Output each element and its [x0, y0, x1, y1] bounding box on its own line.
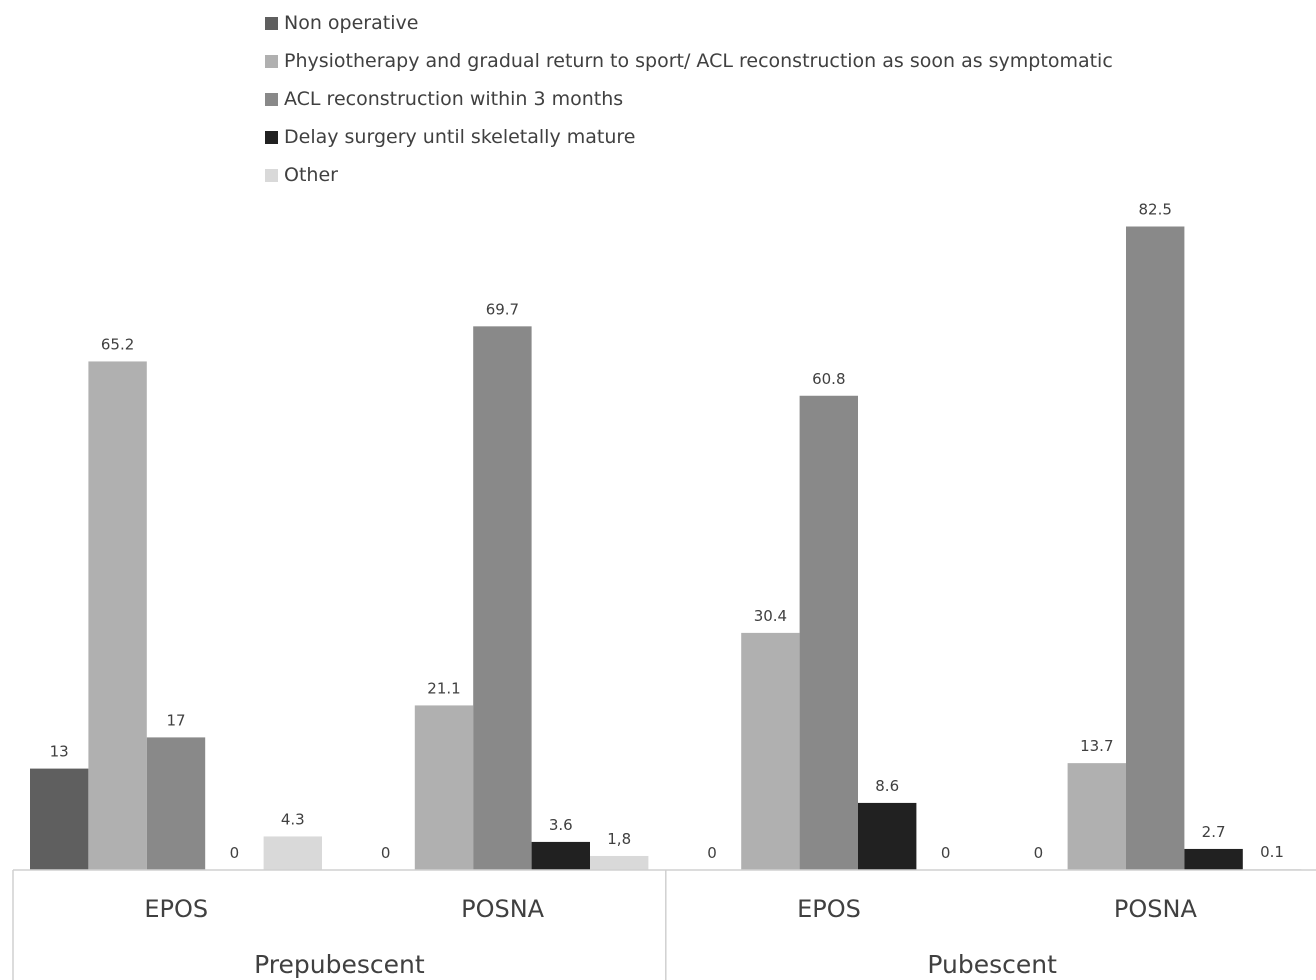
legend-swatch — [265, 92, 278, 106]
data-label: 0.1 — [1260, 843, 1284, 861]
legend-label: ACL reconstruction within 3 months — [284, 88, 624, 110]
data-label: 65.2 — [101, 335, 134, 353]
data-label: 1,8 — [607, 830, 631, 848]
data-label: 60.8 — [812, 370, 845, 388]
bar — [590, 855, 649, 870]
bar — [1126, 226, 1185, 870]
x-tick-label: POSNA — [1114, 895, 1198, 923]
bar — [146, 737, 206, 870]
data-label: 8.6 — [875, 777, 899, 795]
data-label: 4.3 — [281, 810, 305, 828]
data-label: 0 — [707, 844, 717, 862]
bar — [263, 836, 322, 870]
data-label: 0 — [230, 844, 240, 862]
legend-label: Delay surgery until skeletally mature — [284, 126, 636, 148]
data-label: 2.7 — [1202, 823, 1226, 841]
data-label: 21.1 — [427, 679, 460, 697]
data-label: 13 — [50, 743, 69, 761]
legend-swatch — [265, 16, 278, 30]
legend-label: Non operative — [284, 12, 419, 34]
legend-swatch — [265, 168, 278, 182]
bar — [88, 361, 147, 870]
x-tick-label: EPOS — [797, 895, 861, 923]
legend-item-delay-surgery: Delay surgery until skeletally mature — [265, 118, 1113, 156]
chart-legend: Non operative Physiotherapy and gradual … — [265, 4, 1113, 194]
bar — [1184, 848, 1243, 870]
bar — [414, 705, 474, 870]
data-label: 69.7 — [486, 300, 519, 318]
data-label: 30.4 — [754, 607, 787, 625]
legend-item-physiotherapy: Physiotherapy and gradual return to spor… — [265, 42, 1113, 80]
legend-item-acl-reconstruction: ACL reconstruction within 3 months — [265, 80, 1113, 118]
legend-swatch — [265, 130, 278, 144]
bar — [473, 326, 532, 871]
data-label: 3.6 — [549, 816, 573, 834]
data-label: 82.5 — [1138, 201, 1171, 219]
legend-swatch — [265, 54, 278, 68]
data-label: 0 — [381, 844, 391, 862]
x-tick-label: POSNA — [461, 895, 545, 923]
data-label: 0 — [1034, 844, 1044, 862]
bar — [858, 802, 917, 870]
x-group-label: Prepubescent — [254, 950, 425, 979]
bar — [741, 632, 800, 870]
legend-label: Other — [284, 164, 338, 186]
bar — [799, 395, 858, 870]
x-group-label: Pubescent — [927, 950, 1057, 979]
data-label: 0 — [941, 844, 951, 862]
x-tick-label: EPOS — [144, 895, 208, 923]
legend-item-other: Other — [265, 156, 1113, 194]
legend-label: Physiotherapy and gradual return to spor… — [284, 50, 1113, 72]
bar — [531, 841, 590, 870]
bar — [30, 768, 89, 870]
data-label: 17 — [166, 711, 185, 729]
data-label: 13.7 — [1080, 737, 1113, 755]
legend-item-non-operative: Non operative — [265, 4, 1113, 42]
bar — [1067, 763, 1126, 870]
